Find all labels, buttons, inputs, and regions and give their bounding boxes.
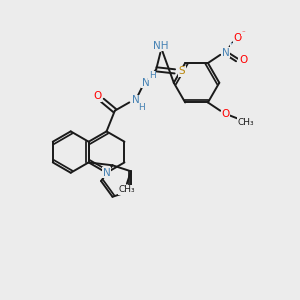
Text: CH₃: CH₃ bbox=[238, 118, 254, 127]
Text: N: N bbox=[103, 168, 110, 178]
Text: O: O bbox=[239, 55, 247, 65]
Text: O: O bbox=[93, 91, 101, 101]
Text: ⁻: ⁻ bbox=[241, 30, 245, 36]
Text: S: S bbox=[179, 66, 185, 76]
Text: ⁺: ⁺ bbox=[230, 44, 234, 50]
Text: O: O bbox=[221, 109, 230, 119]
Text: H: H bbox=[138, 103, 145, 112]
Text: O: O bbox=[234, 33, 242, 43]
Text: CH₃: CH₃ bbox=[118, 185, 135, 194]
Text: N: N bbox=[222, 48, 230, 58]
Text: O: O bbox=[127, 186, 135, 196]
Text: N: N bbox=[132, 95, 140, 105]
Text: H: H bbox=[149, 71, 155, 80]
Text: NH: NH bbox=[153, 40, 168, 50]
Text: N: N bbox=[142, 78, 150, 88]
